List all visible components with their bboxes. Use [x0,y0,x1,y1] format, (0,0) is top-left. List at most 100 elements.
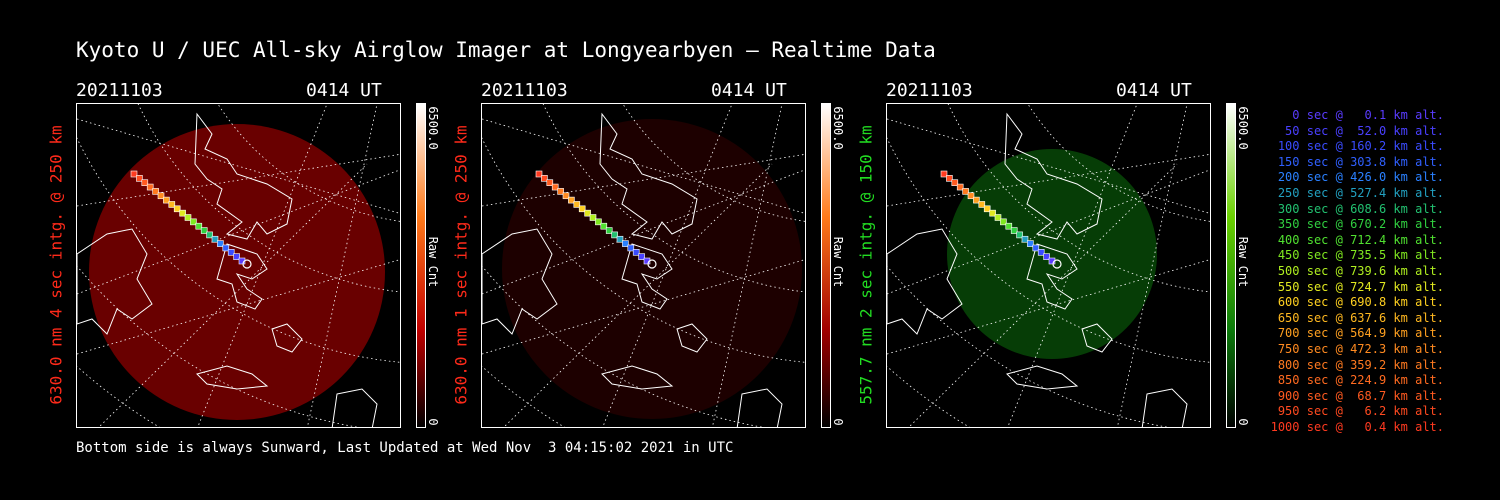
trajectory-point [179,209,186,217]
legend-entry: 450 sec @ 735.5 km alt. [1277,248,1444,263]
coastline [331,388,378,427]
airglow-region [947,149,1157,359]
trajectory-point [1032,244,1040,252]
legend-entry: 950 sec @ 6.2 km alt. [1277,404,1444,419]
trajectory-point [222,244,230,252]
coastline [271,323,303,353]
trajectory-point [956,183,964,191]
legend-entry: 250 sec @ 527.4 km alt. [1277,185,1444,200]
legend-entry: 400 sec @ 712.4 km alt. [1277,232,1444,247]
trajectory-point [546,179,554,186]
map-canvas [77,104,400,427]
trajectory-point [557,188,564,195]
coastline [482,228,558,335]
coastline [599,112,698,240]
trajectory-point [227,249,235,256]
legend-entry: 150 sec @ 303.8 km alt. [1277,154,1444,169]
trajectory-point [562,192,570,200]
legend-entry: 350 sec @ 670.2 km alt. [1277,217,1444,232]
longitude-line [712,104,783,427]
allsky-map [886,103,1211,428]
map-canvas [887,104,1210,427]
coastline [216,243,268,310]
colorbar-min-label: 0 [831,418,845,426]
coastline [887,228,963,335]
trajectory-point [967,192,975,200]
trajectory-point [573,201,581,208]
trajectory-point [622,240,629,247]
trajectory-point [1043,253,1050,260]
trajectory-point [200,227,208,234]
coastline [194,112,293,240]
trajectory-point [983,205,991,213]
colorbar-unit-label: Raw Cnt [831,236,845,288]
trajectory-point [211,235,219,243]
longitude-line [887,153,1210,207]
legend-entry: 800 sec @ 359.2 km alt. [1277,357,1444,372]
coastline [676,323,708,353]
legend-entry: 750 sec @ 472.3 km alt. [1277,341,1444,356]
colorbar-max-label: 6500.0 [1236,106,1250,150]
colorbar [416,103,426,428]
coastline [736,388,783,427]
trajectory-point [233,253,240,260]
colorbar-max-label: 6500.0 [831,106,845,150]
colorbar-min-label: 0 [426,418,440,426]
trajectory-point [578,205,586,213]
trajectory-point [600,222,608,230]
legend-entry: 50 sec @ 52.0 km alt. [1285,123,1444,138]
trajectory-point [535,170,543,178]
allsky-map [481,103,806,428]
coastline [1004,112,1103,240]
colorbar [821,103,831,428]
legend-entry: 300 sec @ 608.6 km alt. [1277,201,1444,216]
trajectory-point [157,192,165,200]
trajectory-point [627,244,635,252]
legend-entry: 1000 sec @ 0.4 km alt. [1270,419,1444,434]
coastline [1006,365,1079,390]
legend-entry: 0 sec @ 0.1 km alt. [1292,108,1444,122]
longitude-line [1117,104,1188,427]
panel-ylabel: 557.7 nm 2 sec intg. @ 150 km [856,125,876,405]
trajectory-point [994,214,1002,221]
legend-entry: 550 sec @ 724.7 km alt. [1277,279,1444,294]
longitude-line [307,104,378,427]
coastline [601,365,674,390]
trajectory-point [611,231,618,239]
longitude-line [482,153,805,207]
legend-entry: 650 sec @ 637.6 km alt. [1277,310,1444,325]
colorbar-min-label: 0 [1236,418,1250,426]
airglow-region [89,124,385,420]
trajectory-point [973,196,980,204]
trajectory-point [141,179,149,186]
trajectory-point [595,218,602,226]
trajectory-point [1021,235,1029,243]
colorbar [1226,103,1236,428]
coastline [1141,388,1188,427]
station-marker [242,259,252,269]
trajectory-point [190,218,197,226]
trajectory-point [638,253,645,260]
panel-date: 20211103 [886,80,973,101]
coastline [1081,323,1113,353]
trajectory-point [1005,222,1013,230]
trajectory-point [584,209,591,217]
legend-entry: 500 sec @ 739.6 km alt. [1277,263,1444,278]
trajectory-point [1027,240,1034,247]
station-marker [647,259,657,269]
trajectory-point [130,170,138,178]
trajectory-point [568,196,575,204]
panel-date: 20211103 [76,80,163,101]
legend-entry: 600 sec @ 690.8 km alt. [1277,295,1444,310]
legend-entry: 200 sec @ 426.0 km alt. [1277,170,1444,185]
panel-557-2sec: 20211103 0414 UT 557.7 nm 2 sec intg. @ … [857,0,1306,500]
trajectory-point [940,170,948,178]
trajectory-point [616,235,624,243]
trajectory-point [195,222,203,230]
trajectory-legend: 0 sec @ 0.1 km alt. 50 sec @ 52.0 km alt.… [1262,108,1444,435]
page-title: Kyoto U / UEC All-sky Airglow Imager at … [76,38,936,62]
trajectory-point [136,175,143,182]
trajectory-point [946,175,953,182]
legend-entry: 700 sec @ 564.9 km alt. [1277,326,1444,341]
panel-time: 0414 UT [306,80,382,101]
